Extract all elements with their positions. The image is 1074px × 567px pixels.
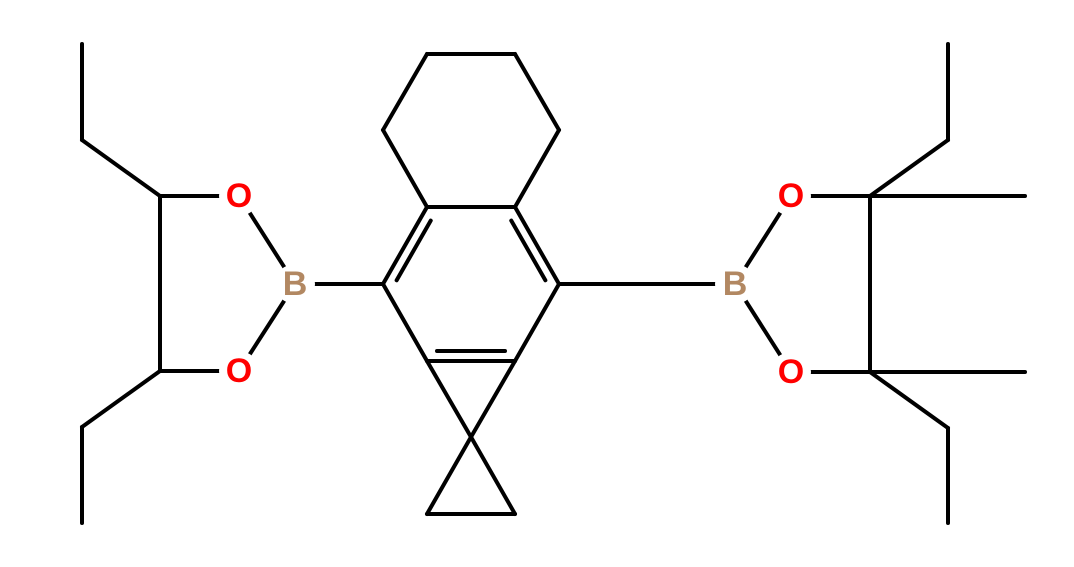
atom-label-b: B xyxy=(275,264,315,304)
atom-label-o: O xyxy=(219,176,259,216)
atom-label-b: B xyxy=(715,264,755,304)
svg-text:O: O xyxy=(226,352,252,390)
atom-label-o: O xyxy=(771,176,811,216)
svg-text:B: B xyxy=(723,265,748,303)
molecule-diagram: O O B B O O xyxy=(0,0,1074,567)
svg-text:O: O xyxy=(778,353,804,391)
atom-label-o: O xyxy=(771,352,811,392)
svg-text:O: O xyxy=(226,177,252,215)
atom-label-o: O xyxy=(219,351,259,391)
svg-text:B: B xyxy=(283,265,308,303)
svg-text:O: O xyxy=(778,177,804,215)
